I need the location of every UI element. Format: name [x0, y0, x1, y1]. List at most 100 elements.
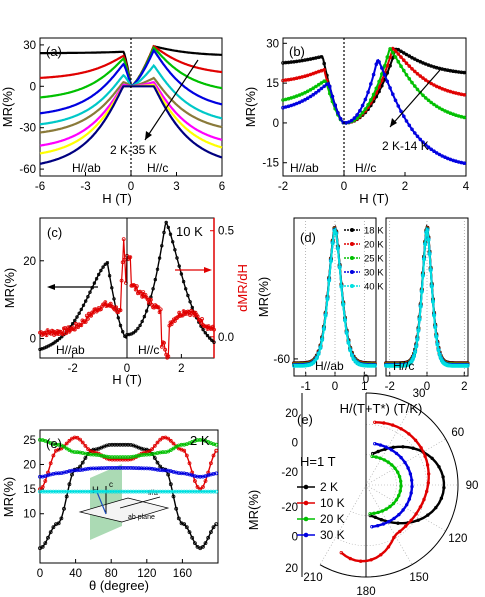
- panel-b-marker: [399, 55, 403, 59]
- panel-b-marker: [440, 154, 445, 158]
- panel-a-xlabel: H (T): [102, 191, 132, 206]
- panel-c-mr-marker: [77, 311, 81, 315]
- panel-e-marker: [171, 441, 176, 446]
- panel-b-marker: [418, 90, 423, 95]
- panel-d-legend: 18 K 20 K 25 K 30 K 40 K: [344, 226, 384, 293]
- polar-curves: [339, 420, 446, 563]
- panel-e-marker: [192, 541, 197, 545]
- panel-e-marker: [70, 472, 74, 477]
- panel-c-mr-marker: [86, 295, 90, 299]
- panel-b-marker: [437, 106, 442, 110]
- polar-marker: [411, 446, 415, 450]
- panel-b-hc-label: H//c: [355, 161, 376, 175]
- panel-c-mr-marker: [190, 305, 194, 310]
- panel-b-marker: [393, 98, 398, 103]
- panel-c-dmr-marker: [162, 340, 166, 345]
- panel-b-marker: [462, 93, 467, 97]
- panel-c-mr-marker: [123, 334, 127, 338]
- panel-b-arrowhead: [390, 118, 397, 127]
- polar-marker: [390, 463, 394, 467]
- panel-e-marker: [94, 489, 98, 494]
- panel-c-xlabel: H (T): [112, 372, 142, 387]
- polar-series-3: [371, 442, 414, 528]
- polar-marker: [409, 491, 413, 495]
- panel-d-marker: [318, 345, 323, 350]
- panel-b-marker: [440, 107, 445, 112]
- panel-e-marker: [80, 460, 85, 465]
- panel-c-dmr-marker: [163, 347, 168, 352]
- polar-marker: [397, 493, 401, 498]
- panel-d-marker: [320, 337, 325, 342]
- panel-c-dmr-marker: [120, 260, 125, 265]
- panel-e-marker: [120, 457, 125, 462]
- panel-e: 0 40 80 120 160 10 15 20 25 H c I//a ab plane (e…: [1, 429, 219, 593]
- polar-marker: [413, 438, 418, 442]
- panel-d-marker: [304, 363, 309, 368]
- panel-e-curves: [38, 435, 219, 551]
- panel-e-marker: [190, 535, 195, 540]
- polar-marker: [409, 518, 413, 522]
- panel-b-marker: [410, 127, 414, 132]
- panel-a-ytick-label: 30: [23, 40, 36, 52]
- panel-e-ytick-label: 10: [23, 509, 36, 521]
- panel-b-marker: [347, 120, 351, 124]
- panel-b-marker: [363, 107, 368, 111]
- panel-c-dmr-marker: [195, 314, 200, 319]
- polar-marker: [369, 558, 373, 562]
- polar-marker: [386, 460, 390, 464]
- panel-a-ylabel: MR(%): [0, 87, 15, 127]
- inset-ab-plane: [78, 497, 170, 523]
- polar-marker: [378, 443, 383, 447]
- polar-marker: [394, 498, 399, 502]
- panel-e-marker: [78, 464, 82, 469]
- panel-b-marker: [415, 72, 420, 76]
- panel-d-marker: [328, 259, 333, 264]
- panel-d-marker: [435, 342, 440, 347]
- panel-d-marker: [417, 317, 422, 322]
- panel-d-marker: [302, 363, 307, 368]
- panel-b-marker: [401, 51, 406, 55]
- panel-c-mr-marker: [136, 326, 140, 331]
- panel-d-marker: [346, 340, 351, 345]
- panel-b-marker: [404, 73, 409, 77]
- panel-e-marker: [214, 448, 219, 453]
- panel-c-mr-marker: [110, 286, 114, 290]
- panel-d-marker: [323, 313, 328, 318]
- panel-d-marker: [330, 241, 335, 246]
- panel-b-curves: [281, 46, 467, 166]
- panel-d-marker: [334, 231, 339, 236]
- polar-marker: [387, 519, 391, 524]
- panel-c-mr-marker: [177, 264, 181, 268]
- panel-c-dmr-marker: [132, 283, 137, 288]
- panel-c-mr-marker: [105, 261, 110, 265]
- panel-e-marker: [78, 489, 82, 494]
- panel-e-marker: [51, 453, 56, 458]
- panel-b-xtick-label: 0: [341, 181, 347, 193]
- panel-b-marker: [412, 57, 417, 61]
- panel-b-marker: [432, 83, 436, 87]
- panel-c-dmr-marker: [103, 300, 108, 305]
- panel-c-mr-marker: [144, 309, 149, 313]
- panel-d-marker: [327, 278, 332, 283]
- panel-b-marker: [434, 104, 439, 109]
- panel-d-marker: [314, 356, 319, 361]
- panel-b-marker: [374, 62, 379, 66]
- polar-marker: [376, 449, 380, 454]
- polar-radial-label-top: 20: [285, 408, 298, 420]
- panel-b: -2 0 2 4 -15 0 15 30 (b) 2 K-14 K H//ab H//c H …: [243, 37, 470, 206]
- panel-b-marker: [390, 50, 395, 55]
- panel-c-dmr-marker: [89, 313, 93, 318]
- panel-d-marker: [418, 304, 423, 309]
- panel-b-marker: [390, 92, 395, 96]
- panel-c-xtick-label: 2: [178, 363, 184, 375]
- polar-outer-arc: [319, 392, 459, 578]
- panel-b-marker: [429, 81, 434, 86]
- polar-marker: [399, 427, 403, 431]
- panel-d-marker: [409, 359, 414, 364]
- panel-e-marker: [171, 494, 176, 499]
- panel-d-marker: [413, 350, 418, 355]
- panel-d-marker: [341, 302, 346, 307]
- polar-marker: [425, 489, 429, 494]
- polar-marker: [373, 420, 377, 424]
